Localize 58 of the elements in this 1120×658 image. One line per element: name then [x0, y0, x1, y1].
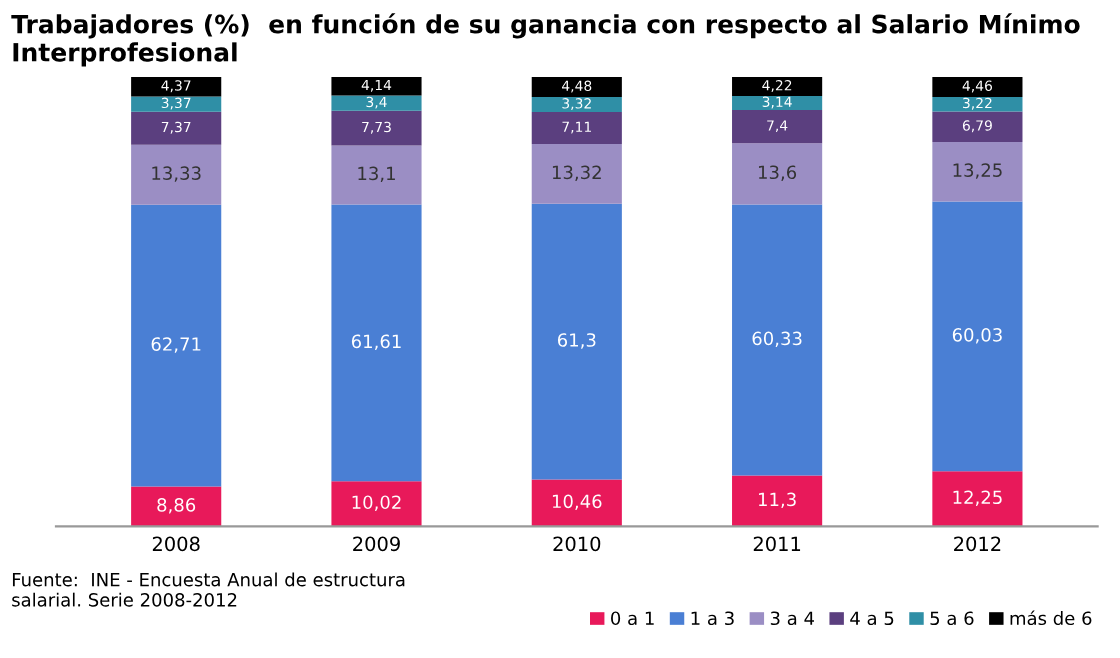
- bar: [932, 141, 1023, 202]
- bar: [531, 143, 622, 204]
- bar: [331, 481, 422, 527]
- bar: [732, 475, 823, 527]
- x-tick-label: 2011: [753, 536, 801, 552]
- bar: [732, 143, 823, 205]
- data-label: 13,33: [152, 166, 201, 182]
- bar: [932, 111, 1023, 142]
- legend-label: 5 a 6: [930, 611, 974, 626]
- bar: [331, 95, 422, 111]
- data-label: 13,25: [953, 163, 1002, 179]
- bar: [932, 201, 1023, 472]
- bar: [732, 204, 823, 476]
- data-label: 8,86: [157, 498, 196, 514]
- legend-label: 1 a 3: [691, 611, 734, 626]
- bar: [932, 76, 1023, 97]
- data-label: 13,6: [758, 165, 797, 181]
- bar: [932, 471, 1023, 527]
- legend-label: 0 a 1: [611, 611, 654, 626]
- bar: [331, 204, 422, 482]
- data-label: 61,61: [351, 334, 401, 350]
- source-note: Fuente: INE - Encuesta Anual de estructura salarial. Serie 2008-2012: [12, 572, 405, 607]
- bar: [331, 145, 422, 205]
- data-label: 11,3: [758, 492, 796, 509]
- bar: [131, 144, 222, 205]
- bar: [531, 203, 622, 480]
- bar: [531, 76, 622, 98]
- legend-label: 4 a 5: [850, 611, 894, 626]
- data-label: 62,71: [151, 337, 201, 353]
- bar: [331, 76, 422, 96]
- x-tick-label: 2012: [954, 536, 1001, 552]
- bar: [131, 96, 222, 112]
- bar: [531, 97, 622, 113]
- data-label: 13,32: [552, 165, 601, 181]
- data-label: 10,46: [552, 494, 602, 510]
- data-label: 60,03: [952, 328, 1002, 344]
- data-label: 60,33: [752, 331, 802, 348]
- x-tick-label: 2009: [353, 536, 400, 552]
- bar: [131, 111, 222, 145]
- bar: [131, 486, 222, 527]
- bar: [732, 110, 823, 144]
- data-label: 13,1: [358, 166, 395, 183]
- bar: [932, 96, 1023, 112]
- data-label: 61,3: [557, 333, 596, 349]
- data-label: 10,02: [352, 495, 401, 511]
- bar: [131, 204, 222, 487]
- bar: [732, 76, 823, 96]
- legend-label: más de 6: [1010, 610, 1092, 626]
- bar: [531, 479, 622, 527]
- bar: [131, 76, 222, 97]
- bar: [531, 112, 622, 144]
- bar: [732, 95, 823, 111]
- bar: [331, 110, 422, 146]
- chart-title: Trabajadores (%) en función de su ganancia con respecto al Salario Mínimo Interprofesional: [11, 13, 1080, 67]
- data-label: 12,25: [953, 490, 1002, 506]
- legend-label: 3 a 4: [770, 611, 814, 626]
- x-tick-label: 2008: [152, 536, 200, 552]
- x-tick-label: 2010: [553, 536, 601, 552]
